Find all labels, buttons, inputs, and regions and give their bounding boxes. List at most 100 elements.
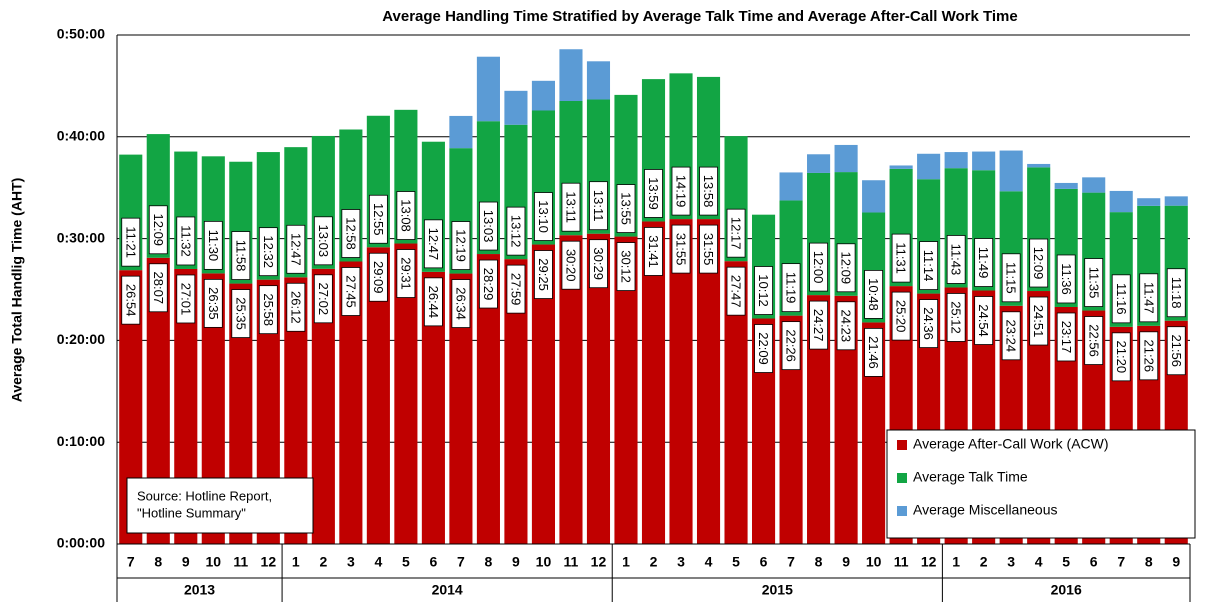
value-label-box (203, 278, 223, 328)
bar-segment (779, 315, 803, 544)
value-label-text: 13:12 (508, 215, 523, 248)
value-label-text: 13:55 (619, 192, 634, 225)
value-label: 24:51 (1029, 296, 1049, 346)
value-label: 12:17 (726, 208, 746, 258)
value-label-text: 13:03 (316, 225, 331, 258)
value-label-text: 26:54 (123, 284, 138, 317)
x-tick-label: 1 (952, 554, 960, 570)
value-label-text: 10:48 (866, 278, 881, 311)
value-label-box (644, 227, 663, 276)
value-label-text: 11:58 (233, 240, 248, 272)
bar-segment (889, 165, 913, 169)
bar-segment (476, 254, 500, 544)
bar-segment (1027, 163, 1051, 168)
value-label-box (1029, 296, 1049, 346)
group-label: 2013 (184, 582, 215, 598)
value-label: 24:23 (836, 301, 856, 351)
value-label: 26:12 (286, 282, 306, 332)
value-label-box (534, 250, 553, 299)
value-label: 27:01 (176, 274, 196, 324)
x-tick-label: 7 (1117, 554, 1125, 570)
bar-segment (751, 318, 776, 544)
value-label-box (341, 267, 361, 316)
value-label-box (781, 263, 801, 313)
value-label-text: 21:20 (1114, 341, 1129, 374)
y-axis-label: Average Total Handlig Time (AHT) (9, 178, 25, 403)
x-tick-label: 10 (206, 554, 222, 570)
x-tick-label: 9 (512, 554, 520, 570)
value-label-box (1139, 331, 1159, 381)
bar-segment (614, 236, 638, 544)
x-tick-label: 6 (429, 554, 437, 570)
bar-segment (972, 151, 996, 171)
bar-segment (394, 243, 418, 545)
value-label-text: 26:35 (206, 287, 221, 320)
x-tick-label: 10 (536, 554, 552, 570)
x-tick-label: 7 (127, 554, 135, 570)
value-label-text: 31:41 (646, 235, 661, 268)
value-label-box (148, 205, 168, 255)
value-label-box (974, 296, 994, 345)
value-label-box (781, 321, 801, 371)
value-label: 11:49 (974, 238, 994, 287)
value-label-text: 13:11 (564, 191, 579, 223)
value-label: 31:55 (671, 224, 691, 274)
value-label-text: 13:03 (481, 210, 496, 243)
value-label-text: 10:12 (756, 274, 771, 307)
value-label-text: 12:47 (426, 228, 441, 261)
value-label: 10:48 (864, 270, 884, 319)
value-label: 12:00 (809, 242, 828, 292)
bar-segment (284, 277, 308, 544)
value-label-box (423, 277, 443, 327)
value-label-box (1166, 326, 1186, 376)
y-tick-label: 0:20:00 (57, 331, 105, 347)
value-label-box (176, 274, 196, 324)
bar-segment (366, 247, 390, 545)
value-label-text: 29:31 (398, 257, 413, 290)
value-label: 29:31 (396, 249, 416, 298)
y-tick-label: 0:30:00 (57, 229, 105, 245)
value-label: 11:19 (781, 263, 801, 313)
x-tick-label: 7 (787, 554, 795, 570)
value-label-text: 12:55 (371, 203, 386, 236)
value-label-text: 27:02 (316, 283, 331, 316)
value-label-box (451, 279, 471, 328)
value-label: 13:11 (561, 182, 581, 232)
x-tick-label: 6 (760, 554, 768, 570)
value-label-text: 12:09 (151, 213, 166, 246)
x-tick-label: 4 (705, 554, 713, 570)
value-label-box (671, 166, 691, 216)
bar-segment (449, 115, 473, 149)
value-label-box (644, 169, 663, 218)
value-label: 24:54 (974, 296, 994, 345)
value-label-text: 11:31 (894, 242, 909, 274)
value-label-box (1084, 258, 1104, 307)
value-label-box (864, 270, 884, 319)
value-label-text: 24:54 (976, 304, 991, 337)
legend-label: Average After-Call Work (ACW) (913, 436, 1109, 452)
value-label-text: 25:35 (233, 297, 248, 330)
value-label-text: 25:12 (949, 301, 964, 334)
value-label-text: 11:47 (1141, 282, 1156, 314)
bar-segment (586, 61, 611, 100)
x-tick-label: 8 (1145, 554, 1153, 570)
bar-segment (807, 154, 831, 173)
value-label-box (258, 285, 278, 335)
value-label-box (148, 263, 168, 313)
value-label: 26:34 (451, 279, 471, 328)
value-label: 13:08 (396, 191, 416, 240)
value-label: 13:59 (644, 169, 663, 218)
value-label-text: 21:26 (1141, 340, 1156, 373)
x-tick-label: 5 (402, 554, 410, 570)
value-label-text: 11:18 (1169, 277, 1184, 309)
value-label-text: 27:59 (508, 273, 523, 306)
value-label-box (423, 219, 443, 269)
bar-segment (862, 180, 886, 213)
value-label-box (176, 216, 196, 266)
x-tick-label: 12 (261, 554, 277, 570)
value-label-box (258, 227, 278, 277)
value-label-text: 22:26 (784, 329, 799, 362)
value-label-text: 24:36 (921, 307, 936, 340)
bar-segment (696, 219, 721, 545)
value-label-box (726, 266, 746, 316)
